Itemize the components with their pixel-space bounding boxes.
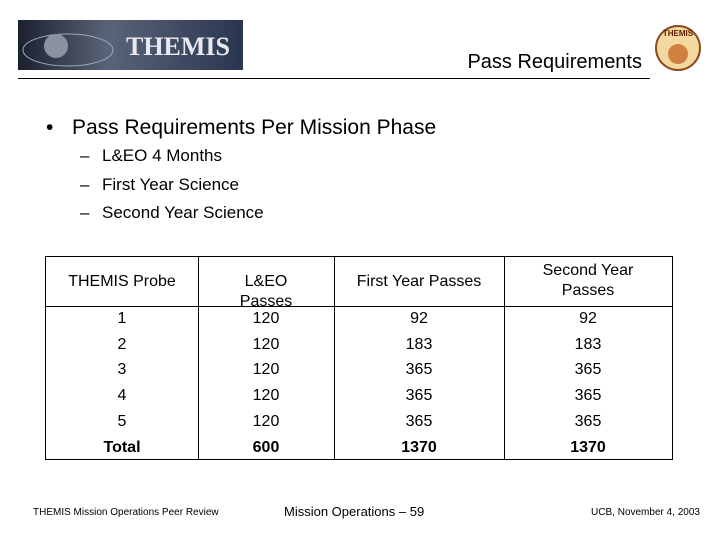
mascot-text: THEMIS bbox=[663, 29, 694, 38]
table-cell: 120 bbox=[252, 335, 280, 353]
mascot-logo: THEMIS bbox=[655, 25, 701, 71]
footer-right: UCB, November 4, 2003 bbox=[591, 507, 700, 518]
footer-center: Mission Operations – 59 bbox=[284, 504, 425, 519]
column-header: Second Year Passes bbox=[542, 262, 634, 299]
table-cell: 92 bbox=[410, 310, 428, 327]
column-divider bbox=[504, 257, 505, 459]
bullet-text: Pass Requirements Per Mission Phase bbox=[72, 116, 437, 139]
table-cell: 365 bbox=[574, 412, 602, 430]
column-divider bbox=[334, 257, 335, 459]
column-header: L&EO Passes bbox=[239, 273, 293, 310]
sub-item: L&EO 4 Months bbox=[102, 146, 223, 165]
table-cell: 365 bbox=[405, 412, 433, 430]
header-rule bbox=[46, 306, 672, 307]
column-header: THEMIS Probe bbox=[68, 273, 176, 290]
table-cell: 365 bbox=[405, 361, 433, 379]
sub-dash: – bbox=[80, 146, 90, 165]
table-cell: 2 bbox=[117, 335, 127, 353]
table: THEMIS Probe L&EO Passes First Year Passes… bbox=[45, 256, 673, 460]
bullet-dot: • bbox=[46, 116, 54, 139]
table-cell: 120 bbox=[252, 361, 280, 379]
table-cell: 4 bbox=[117, 387, 127, 405]
table-cell: 120 bbox=[252, 387, 280, 405]
sub-item: Second Year Science bbox=[102, 203, 264, 222]
table-cell: 120 bbox=[252, 412, 280, 430]
sub-dash: – bbox=[80, 174, 90, 194]
table-cell: 92 bbox=[579, 310, 597, 327]
sub-dash: – bbox=[80, 203, 90, 222]
table-cell: Total bbox=[103, 438, 141, 456]
table-cell: 1370 bbox=[570, 438, 606, 456]
table-cell: 3 bbox=[117, 361, 127, 379]
table-cell: 365 bbox=[574, 361, 602, 379]
sub-item: First Year Science bbox=[102, 174, 240, 194]
table-cell: 365 bbox=[574, 387, 602, 405]
header-rule bbox=[18, 78, 650, 79]
table-cell: 1 bbox=[117, 310, 127, 327]
table-cell: 5 bbox=[117, 412, 127, 430]
table-cell: 183 bbox=[574, 335, 602, 353]
column-divider bbox=[198, 257, 199, 459]
table-cell: 365 bbox=[405, 387, 433, 405]
table-cell: 120 bbox=[252, 310, 280, 327]
footer-left: THEMIS Mission Operations Peer Review bbox=[33, 507, 219, 518]
column-header: First Year Passes bbox=[356, 273, 482, 290]
table-cell: 600 bbox=[252, 438, 280, 456]
logo-banner: THEMIS bbox=[18, 20, 243, 70]
logo-text: THEMIS bbox=[126, 32, 230, 61]
table-cell: 1370 bbox=[401, 438, 437, 456]
table-cell: 183 bbox=[405, 335, 433, 353]
slide-title: Pass Requirements bbox=[467, 51, 642, 73]
